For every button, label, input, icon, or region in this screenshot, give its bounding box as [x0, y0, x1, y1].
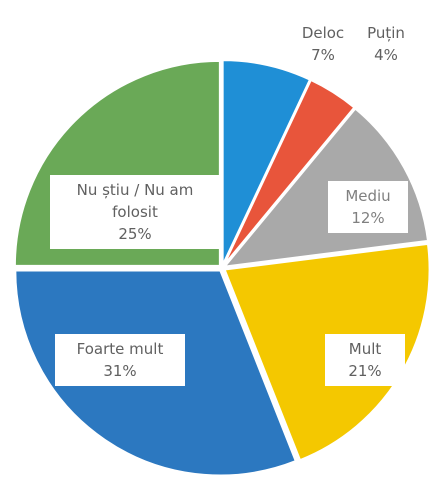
data-label: Mult 21%	[325, 334, 405, 386]
label-name: Mult	[348, 340, 382, 358]
label-name: Nu știu / Nu am folosit	[76, 181, 194, 221]
pie-slice	[221, 59, 312, 266]
label-name: Puțin	[367, 24, 405, 42]
label-name: Deloc	[301, 24, 345, 42]
label-value: 4%	[374, 46, 398, 64]
label-value: 31%	[103, 362, 137, 380]
data-label: Mediu 12%	[328, 181, 408, 233]
label-name: Mediu	[345, 187, 391, 205]
label-value: 7%	[311, 46, 335, 64]
data-label: Deloc 7%	[288, 18, 358, 70]
data-label: Foarte mult 31%	[55, 334, 185, 386]
label-value: 12%	[351, 209, 385, 227]
label-name: Foarte mult	[76, 340, 164, 358]
label-value: 25%	[118, 225, 152, 243]
label-value: 21%	[348, 362, 382, 380]
pie-slice	[222, 78, 356, 267]
data-label: Puțin 4%	[356, 18, 416, 70]
data-label: Nu știu / Nu am folosit 25%	[50, 175, 220, 249]
